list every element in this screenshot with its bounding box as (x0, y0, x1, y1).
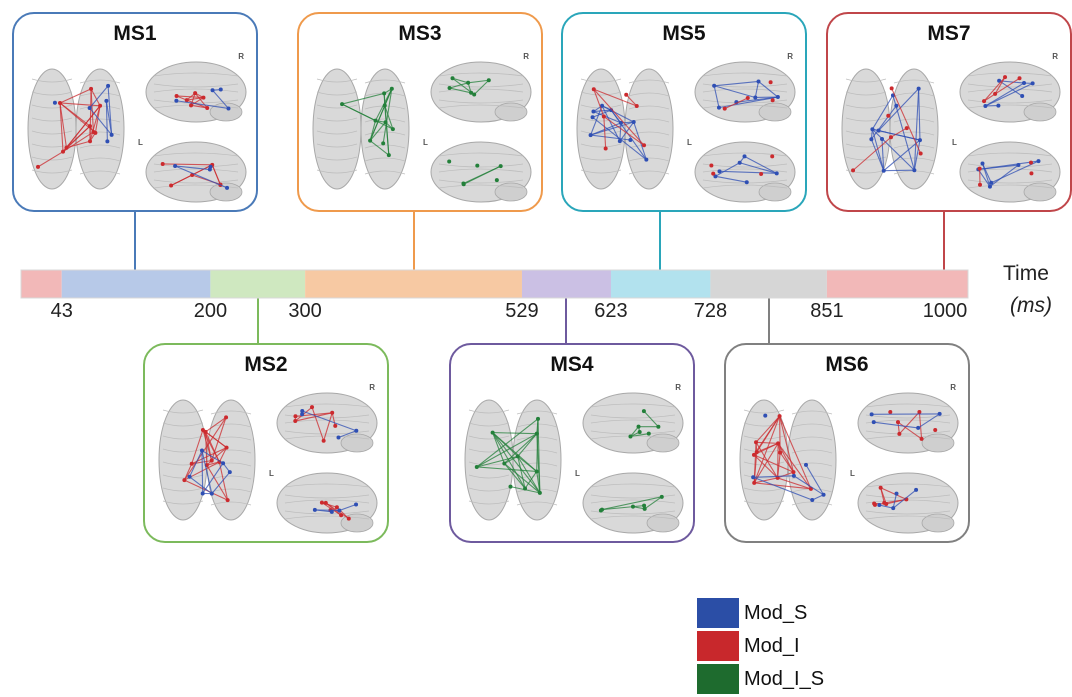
timeline-tick-label: 1000 (923, 300, 968, 323)
brain-right-marker: R (238, 52, 244, 61)
brain-left-marker: L (269, 469, 274, 478)
brain-right-marker: R (787, 52, 793, 61)
timeline-segment (522, 270, 611, 298)
brain-right-marker: R (523, 52, 529, 61)
brain-left-marker: L (687, 138, 692, 147)
timeline-tick-label: 529 (505, 300, 538, 323)
legend-item-mod-i-s: Mod_I_S (697, 664, 824, 694)
panel-title-ms3: MS3 (299, 22, 541, 46)
legend-swatch-mod-i-s (697, 664, 739, 694)
timeline-segment (21, 270, 62, 298)
timeline-segment (710, 270, 826, 298)
panel-ms2: MS2 R L (143, 343, 389, 543)
legend-swatch-mod-s (697, 598, 739, 628)
timeline-tick-label: 728 (694, 300, 727, 323)
timeline-tick-label: 43 (51, 300, 73, 323)
brain-right-marker: R (1052, 52, 1058, 61)
brain-left-marker: L (423, 138, 428, 147)
brain-left-marker: L (952, 138, 957, 147)
panel-title-ms6: MS6 (726, 353, 968, 377)
timeline-segment (305, 270, 522, 298)
panel-title-ms1: MS1 (14, 22, 256, 46)
panel-ms3: MS3 R L (297, 12, 543, 212)
legend-label-mod-i-s: Mod_I_S (744, 668, 824, 691)
timeline-tick-label: 300 (288, 300, 321, 323)
legend-item-mod-i: Mod_I (697, 631, 824, 661)
panel-ms4: MS4 R L (449, 343, 695, 543)
timeline-tick-label: 200 (194, 300, 227, 323)
timeline-tick-label: 851 (810, 300, 843, 323)
panel-title-ms7: MS7 (828, 22, 1070, 46)
panel-title-ms2: MS2 (145, 353, 387, 377)
brain-left-marker: L (850, 469, 855, 478)
panel-title-ms5: MS5 (563, 22, 805, 46)
panel-ms5: MS5 R L (561, 12, 807, 212)
legend: Mod_S Mod_I Mod_I_S (697, 598, 824, 697)
panel-ms7: MS7 R L (826, 12, 1072, 212)
timeline-segment (62, 270, 211, 298)
legend-item-mod-s: Mod_S (697, 598, 824, 628)
brain-left-marker: L (575, 469, 580, 478)
timeline-segment (210, 270, 305, 298)
brain-right-marker: R (950, 383, 956, 392)
legend-label-mod-i: Mod_I (744, 635, 800, 658)
timeline-segment (611, 270, 710, 298)
timeline-axis-title: Time (1003, 262, 1049, 286)
timeline-segment (827, 270, 968, 298)
brain-right-marker: R (675, 383, 681, 392)
brain-right-marker: R (369, 383, 375, 392)
legend-label-mod-s: Mod_S (744, 602, 807, 625)
legend-swatch-mod-i (697, 631, 739, 661)
panel-ms1: MS1 R L (12, 12, 258, 212)
brain-left-marker: L (138, 138, 143, 147)
timeline-axis-unit: (ms) (1010, 294, 1052, 318)
panel-title-ms4: MS4 (451, 353, 693, 377)
timeline-tick-label: 623 (594, 300, 627, 323)
panel-ms6: MS6 R L (724, 343, 970, 543)
